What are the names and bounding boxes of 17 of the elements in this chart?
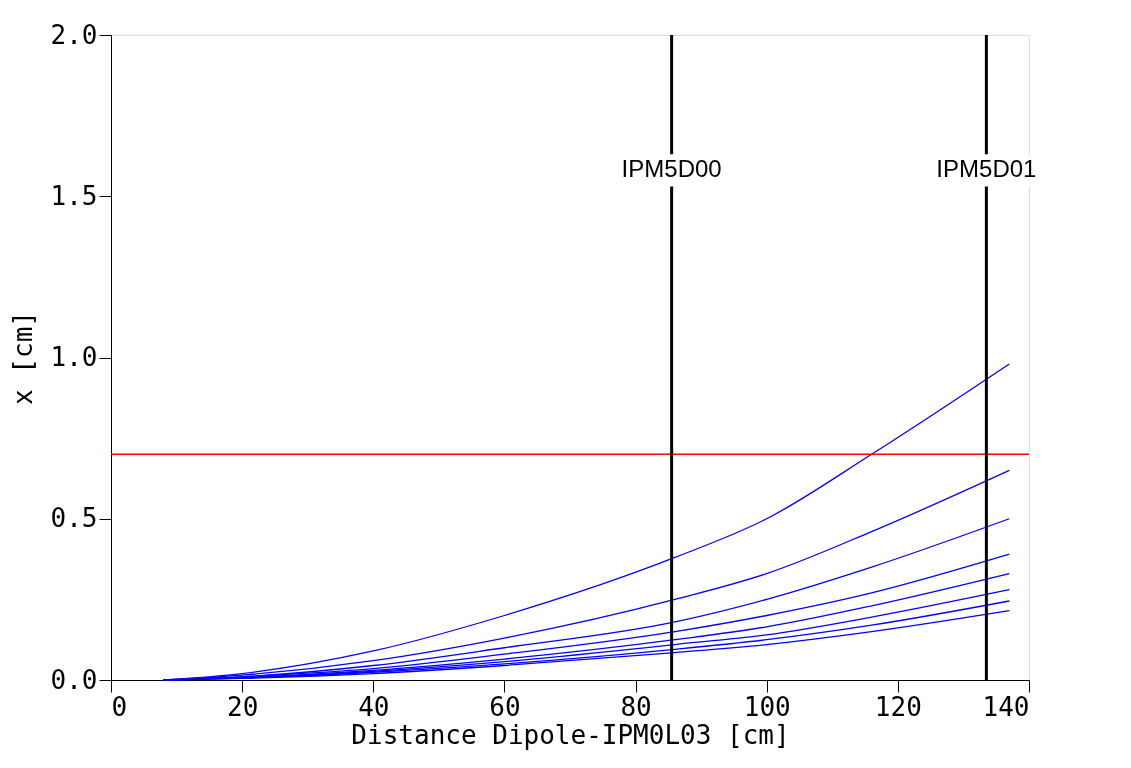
ref-line-label: IPM5D01 (936, 155, 1037, 183)
x-tick-label: 80 (620, 691, 652, 722)
x-tick-label: 140 (982, 691, 1030, 722)
y-axis-title: x [cm] (7, 311, 38, 405)
y-tick-label: 2.0 (50, 19, 98, 50)
x-tick-label: 60 (489, 691, 521, 722)
x-tick-label: 120 (874, 691, 922, 722)
x-tick-label: 40 (358, 691, 390, 722)
y-tick-label: 0.5 (50, 503, 98, 534)
x-axis-title: Distance Dipole-IPM0L03 [cm] (351, 719, 790, 750)
x-tick-label: 100 (743, 691, 791, 722)
y-tick-label: 1.0 (50, 342, 98, 372)
x-tick-label: 0 (111, 691, 128, 722)
y-tick-label: 0.0 (50, 664, 98, 695)
y-tick-label: 1.5 (50, 180, 98, 211)
ref-line-label: IPM5D00 (621, 155, 722, 183)
x-tick-label: 20 (226, 691, 259, 722)
